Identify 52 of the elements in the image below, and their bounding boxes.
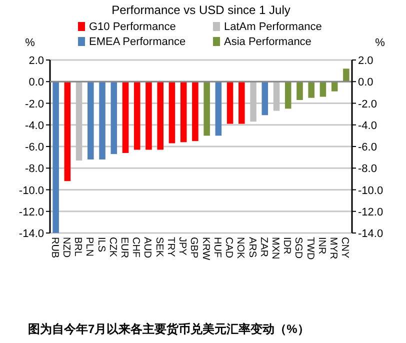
x-tick-label: SGD <box>292 237 304 259</box>
chart-title: Performance vs USD since 1 July <box>112 3 290 17</box>
x-tick-label: NOK <box>234 237 246 259</box>
y-tick-label: -14.0 <box>18 228 44 240</box>
legend-label: G10 Performance <box>89 21 176 33</box>
y-tick-label: -4.0 <box>25 120 44 132</box>
x-tick-label: NZD <box>60 237 72 258</box>
y-tick-label: -10.0 <box>18 184 44 197</box>
legend-label: LatAm Performance <box>224 21 322 33</box>
x-tick-label: CZK <box>106 237 118 258</box>
x-tick-label: CHF <box>130 237 142 258</box>
x-tick-label: RUB <box>48 237 60 258</box>
x-tick-label: SEK <box>153 237 164 258</box>
y-tick-label: -2.0 <box>25 98 44 110</box>
x-tick-label: TRY <box>164 237 176 258</box>
y2-tick-label: -8.0 <box>358 163 377 176</box>
x-tick-label: INR <box>316 237 327 254</box>
y-axis-title: % <box>25 37 36 49</box>
y-tick-label: -8.0 <box>25 163 44 176</box>
y2-axis-title: % <box>375 37 386 49</box>
x-tick-label: TWD <box>304 237 316 260</box>
y-tick-label: 2.0 <box>28 55 44 67</box>
x-tick-label: KRW <box>200 237 211 261</box>
x-tick-label: MYR <box>328 237 339 260</box>
x-tick-label: ARS <box>246 237 258 258</box>
x-tick-label: AUD <box>142 237 153 258</box>
x-tick-label: HUF <box>211 237 222 258</box>
y-tick-label: 0.0 <box>28 76 44 89</box>
x-tick-label: MXN <box>270 237 280 260</box>
x-tick-label: CNY <box>339 237 350 258</box>
x-tick-label: BRL <box>72 237 84 257</box>
legend-label: Asia Performance <box>224 36 312 48</box>
x-tick-label: CAD <box>223 237 234 258</box>
x-tick-label: ILS <box>95 237 106 252</box>
text: 图为自今年7月以来各主要货币兑美元汇率变动（%） <box>28 322 310 336</box>
y-tick-label: -12.0 <box>18 206 44 218</box>
y2-tick-label: -6.0 <box>358 142 377 154</box>
y2-tick-label: -2.0 <box>358 98 377 110</box>
y2-tick-label: -10.0 <box>358 184 384 197</box>
y2-tick-label: -12.0 <box>358 206 384 218</box>
y2-tick-label: 0.0 <box>358 76 374 89</box>
x-tick-label: JPY <box>176 237 188 256</box>
y2-tick-label: -4.0 <box>358 120 377 132</box>
y-tick-label: -6.0 <box>25 142 44 154</box>
x-tick-label: IDR <box>281 237 292 254</box>
legend-label: EMEA Performance <box>89 36 186 48</box>
y2-tick-label: -14.0 <box>358 228 384 240</box>
x-tick-label: EUR <box>118 237 130 258</box>
y2-tick-label: 2.0 <box>358 55 374 67</box>
x-tick-label: GBP <box>188 237 200 258</box>
x-tick-label: PLN <box>84 237 95 256</box>
x-tick-label: ZAR <box>258 237 269 257</box>
